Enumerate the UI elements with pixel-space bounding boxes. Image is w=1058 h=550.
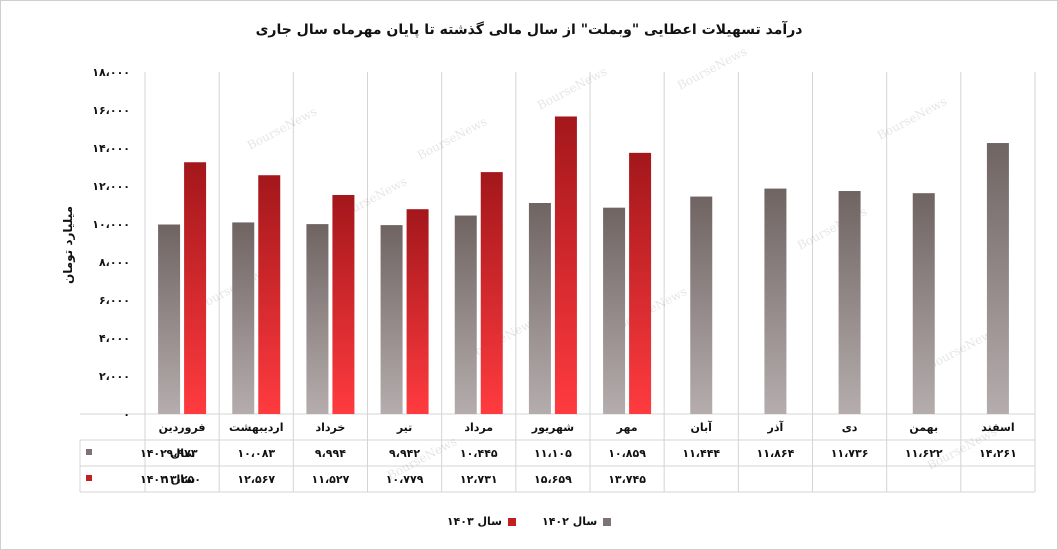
- value-1403: ۱۳،۷۴۵: [608, 473, 646, 486]
- bar-1403: [406, 209, 429, 414]
- bar-1402: [306, 224, 329, 414]
- y-tick-label: ۱۸،۰۰۰: [92, 66, 130, 79]
- value-1402: ۱۴،۲۶۱: [979, 447, 1017, 460]
- watermark: BourseNews: [875, 94, 949, 142]
- bar-1402: [380, 225, 403, 414]
- legend-label-1402: سال ۱۴۰۲: [542, 515, 598, 528]
- bar-1403: [629, 152, 652, 414]
- value-1402: ۱۰،۸۵۹: [608, 447, 646, 460]
- value-1402: ۹،۹۹۴: [315, 447, 346, 460]
- bar-1402: [603, 207, 626, 414]
- chart-title: درآمد تسهیلات اعطایی "وبملت" از سال مالی…: [255, 22, 803, 38]
- watermark: BourseNews: [535, 64, 609, 112]
- legend-swatch-1402: [603, 517, 612, 526]
- category-label: اردیبهشت: [229, 421, 283, 434]
- bar-1403: [480, 172, 503, 414]
- legend: سال ۱۴۰۳ سال ۱۴۰۲: [0, 515, 1058, 528]
- bar-1402: [232, 222, 255, 414]
- y-tick-label: ۶،۰۰۰: [99, 294, 130, 307]
- row-label-1403: سال ۱۴۰۳: [140, 473, 195, 486]
- row-swatch: [86, 449, 92, 455]
- category-label: آبان: [691, 420, 713, 434]
- value-1402: ۱۱،۷۳۶: [831, 447, 869, 460]
- bar-1403: [258, 175, 281, 414]
- value-1402: ۱۱،۴۴۴: [682, 447, 720, 460]
- category-label: مرداد: [464, 421, 493, 434]
- value-1402: ۱۱،۱۰۵: [534, 447, 572, 460]
- y-tick-label: ۰: [123, 408, 130, 421]
- value-1403: ۱۲،۷۳۱: [460, 473, 498, 486]
- bar-1402: [690, 196, 713, 414]
- bar-1402: [764, 188, 787, 414]
- y-tick-label: ۸،۰۰۰: [99, 256, 130, 269]
- value-1403: ۱۱،۵۲۷: [312, 473, 350, 486]
- value-1403: ۱۲،۵۶۷: [237, 473, 275, 486]
- legend-item-1403: سال ۱۴۰۳: [447, 515, 516, 528]
- grid-layer: ۰ ۲،۰۰۰ ۴،۰۰۰ ۶،۰۰۰ ۸،۰۰۰ ۱۰،۰۰۰ ۱۲،۰۰۰ ۱۴،۰۰۰ ۱…: [79, 66, 1036, 493]
- y-tick-label: ۱۶،۰۰۰: [92, 104, 130, 117]
- value-1403: ۱۵،۶۵۹: [534, 473, 572, 486]
- y-tick-label: ۲،۰۰۰: [99, 370, 130, 383]
- value-1402: ۹،۹۴۲: [389, 447, 420, 460]
- value-1402: ۱۰،۰۸۳: [237, 447, 275, 460]
- bar-1402: [454, 215, 477, 414]
- bar-1403: [184, 162, 207, 414]
- watermark: BourseNews: [615, 284, 689, 332]
- bar-layer: [158, 116, 1009, 414]
- watermark: BourseNews: [245, 104, 319, 152]
- y-tick-label: ۱۴،۰۰۰: [92, 142, 130, 155]
- legend-label-1403: سال ۱۴۰۳: [446, 515, 502, 528]
- category-label: مهر: [616, 421, 638, 434]
- value-1402: ۱۰،۴۴۵: [460, 447, 498, 460]
- bar-1402: [158, 224, 181, 414]
- value-1402: ۱۱،۸۶۴: [757, 447, 795, 460]
- value-1402: ۱۱،۶۲۲: [905, 447, 943, 460]
- bar-1402: [912, 193, 935, 414]
- bar-1402: [986, 143, 1009, 414]
- category-label: دی: [842, 421, 858, 434]
- category-label: تیر: [396, 421, 412, 434]
- category-label: شهریور: [531, 421, 574, 434]
- bar-1402: [528, 203, 551, 414]
- legend-item-1402: سال ۱۴۰۲: [542, 515, 612, 528]
- row-swatch: [86, 475, 92, 481]
- category-label: اسفند: [981, 421, 1014, 434]
- y-tick-label: ۱۰،۰۰۰: [92, 218, 130, 231]
- category-label: بهمن: [909, 421, 938, 434]
- value-1403: ۱۰،۷۷۹: [386, 473, 424, 486]
- y-tick-label: ۱۲،۰۰۰: [92, 180, 130, 193]
- watermark: BourseNews: [415, 114, 489, 162]
- legend-swatch-1403: [508, 517, 516, 526]
- row-label-1402: سال ۱۴۰۲: [140, 447, 195, 460]
- category-label: فروردین: [159, 421, 206, 434]
- bar-1403: [554, 116, 577, 414]
- y-tick-label: ۴،۰۰۰: [99, 332, 130, 345]
- category-label: آذر: [767, 420, 784, 434]
- bar-1403: [332, 194, 355, 414]
- bar-1402: [838, 191, 861, 414]
- category-label: خرداد: [315, 421, 345, 434]
- value-1403: ۱۳،۲۵۰: [163, 473, 201, 486]
- value-1402: ۹،۹۷۳: [167, 447, 198, 460]
- data-table: فروردین اردیبهشت خرداد تیر مرداد شهریور مهر آبا…: [86, 420, 1017, 486]
